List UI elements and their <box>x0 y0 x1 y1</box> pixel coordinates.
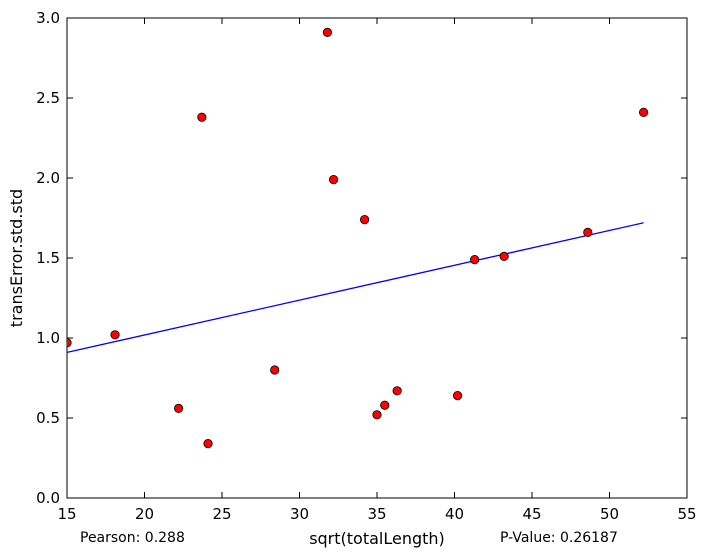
axis-ticks: 15 20 25 30 35 40 45 50 55 0.0 0.5 1.0 1.5 2.0 2.5 3.0 <box>36 9 696 523</box>
data-point <box>392 386 402 396</box>
regression-line <box>67 222 644 354</box>
data-point <box>638 107 649 118</box>
y-tick-label: 2.5 <box>36 89 60 107</box>
data-point <box>110 330 120 340</box>
y-tick-label: 1.5 <box>36 249 60 267</box>
y-tick-label: 3.0 <box>36 9 60 27</box>
y-tick-label: 0.0 <box>36 489 60 507</box>
data-point <box>372 410 382 420</box>
data-point <box>470 255 480 265</box>
p-value-annotation: P-Value: 0.26187 <box>500 530 618 546</box>
y-tick-label: 0.5 <box>36 409 60 427</box>
data-point <box>197 112 207 122</box>
x-tick-label: 40 <box>445 505 464 523</box>
data-point <box>583 227 593 237</box>
plot-area <box>66 17 688 499</box>
data-point <box>359 215 370 225</box>
data-point <box>499 251 509 261</box>
x-tick-label: 20 <box>135 505 154 523</box>
data-marks <box>67 27 649 449</box>
x-tick-label: 35 <box>367 505 386 523</box>
pearson-annotation: Pearson: 0.288 <box>80 530 185 546</box>
data-point <box>328 175 339 185</box>
y-tick-label: 2.0 <box>36 169 60 187</box>
data-point <box>174 403 184 413</box>
x-axis-title: sqrt(totalLength) <box>309 529 445 548</box>
x-tick-label: 30 <box>290 505 309 523</box>
data-point <box>380 400 390 410</box>
x-tick-label: 50 <box>600 505 619 523</box>
plot-frame <box>66 17 688 499</box>
data-point <box>322 27 332 38</box>
x-tick-label: 55 <box>677 505 696 523</box>
data-point <box>203 438 213 449</box>
y-axis-title: transError.std.std <box>7 189 26 327</box>
y-tick-label: 1.0 <box>36 329 60 347</box>
x-tick-label: 25 <box>212 505 231 523</box>
data-point <box>452 390 463 401</box>
data-point <box>67 338 72 348</box>
data-point <box>270 365 280 375</box>
x-tick-label: 15 <box>57 505 76 523</box>
x-tick-label: 45 <box>522 505 541 523</box>
